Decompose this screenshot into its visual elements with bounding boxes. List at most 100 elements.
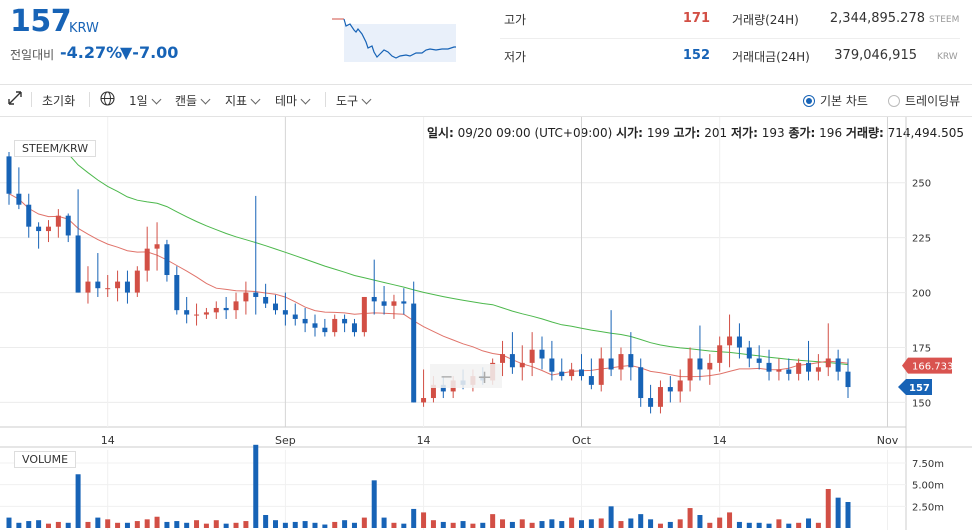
chevron-down-icon (250, 94, 261, 105)
volume-bar (815, 522, 821, 528)
volume-tick-label: 2.50m (912, 502, 944, 513)
volume-bar (549, 519, 555, 528)
close-label: 종가: (788, 126, 816, 140)
candle-body (223, 307, 229, 311)
candle-body (648, 398, 654, 407)
candle-label: 캔들 (175, 94, 198, 108)
candle-body (529, 349, 535, 363)
candle-body (736, 336, 742, 348)
price-tick-label: 150 (912, 398, 931, 409)
volume-bar (470, 523, 476, 528)
candle-body (203, 312, 209, 315)
chevron-down-icon (151, 94, 162, 105)
volume-bar (529, 522, 535, 528)
price-tick-label: 225 (912, 234, 931, 245)
last-price-tag-label: 157 (909, 383, 930, 394)
candle-body (786, 369, 792, 374)
candle-body (717, 345, 723, 363)
volume-bar (717, 517, 723, 528)
volume-24h-value: 2,344,895.278 (829, 11, 925, 26)
volume-bar (203, 523, 209, 528)
volume-bar (667, 521, 673, 528)
candle-body (401, 301, 407, 304)
candle-body (351, 323, 357, 333)
volume-bar (697, 515, 703, 528)
candle-body (806, 362, 812, 372)
volume-bar (578, 520, 584, 528)
volume-bar (342, 520, 348, 528)
indicator-label: 지표 (225, 94, 248, 108)
candle-body (85, 281, 91, 293)
volume-bar (421, 512, 427, 528)
volume-bar (194, 520, 200, 528)
volume-bar (351, 522, 357, 528)
expand-icon[interactable] (8, 91, 22, 108)
volume-bar (164, 521, 170, 528)
candle-body (105, 288, 111, 290)
reset-button[interactable]: 초기화 (42, 94, 76, 108)
theme-dropdown[interactable]: 테마 (275, 92, 311, 109)
candle-body (430, 384, 436, 399)
candle-body (263, 296, 269, 304)
volume-bar (490, 514, 496, 528)
volume-bar (95, 517, 101, 528)
volume-bar (243, 521, 249, 528)
ma-long-line (58, 148, 849, 366)
candle-body (174, 275, 180, 311)
candle-body (687, 358, 693, 381)
volume-bar (26, 521, 32, 528)
interval-dropdown[interactable]: 1일 (129, 92, 162, 109)
candle-body (411, 303, 417, 403)
candle-body (598, 358, 604, 385)
candle-body (667, 387, 673, 392)
candle-body (727, 336, 733, 346)
tools-label: 도구 (336, 94, 359, 108)
candle-body (421, 398, 427, 403)
volume-bar (657, 523, 663, 528)
candle-body (184, 310, 190, 315)
toolbar-divider (325, 92, 326, 107)
volume-bar (559, 521, 565, 528)
ticker-header: 157 KRW 전일대비 -4.27% ▼-7.00 고가 171 거래량(24… (0, 0, 972, 85)
volume-bar (588, 519, 594, 528)
volume-bar (598, 518, 604, 528)
tradingview-radio[interactable]: 트레이딩뷰 (888, 92, 960, 109)
candle-body (618, 354, 624, 370)
candle-body (134, 270, 140, 293)
ohlc-readout: 일시: 09/20 09:00 (UTC+09:00) 시가: 199 고가: … (427, 124, 964, 141)
time-tick-label: 14 (417, 434, 431, 447)
mini-price-chart (332, 18, 456, 62)
candle-body (746, 347, 752, 359)
price-tick-label: 175 (912, 344, 931, 355)
volume-bar (796, 522, 802, 528)
volume-24h-label: 거래량(24H) (732, 13, 799, 27)
candle-body (312, 323, 318, 328)
candle-body (796, 362, 802, 374)
price-tick-label: 250 (912, 179, 931, 190)
basic-chart-radio[interactable]: 기본 차트 (803, 92, 868, 109)
candle-body (36, 226, 42, 232)
globe-icon[interactable] (100, 91, 115, 109)
candle-dropdown[interactable]: 캔들 (175, 92, 211, 109)
volume-bar (539, 521, 545, 528)
candle-body (628, 354, 634, 368)
candle-body (253, 292, 259, 297)
volume-bar (628, 518, 634, 528)
basic-chart-label: 기본 차트 (820, 94, 868, 108)
volume-bar (430, 520, 436, 528)
tools-dropdown[interactable]: 도구 (336, 92, 372, 109)
candle-body (608, 358, 614, 370)
volume-bar (766, 523, 772, 528)
indicator-dropdown[interactable]: 지표 (225, 92, 261, 109)
high-label: 고가 (504, 13, 527, 27)
theme-label: 테마 (275, 94, 298, 108)
time-tick-label: Sep (275, 434, 296, 447)
candle-body (6, 156, 12, 194)
chevron-down-icon (200, 94, 211, 105)
candle-body (213, 307, 219, 313)
time-tick-label: Oct (572, 434, 592, 447)
candlestick-chart[interactable]: 250 225 200 175 150 7.50m 5.00m 2.50m 14 Sep 14 Oct… (0, 117, 972, 530)
ma-price-tag-label: 166.733 (912, 362, 953, 373)
candle-body (845, 371, 851, 388)
volume-bar (134, 521, 140, 528)
